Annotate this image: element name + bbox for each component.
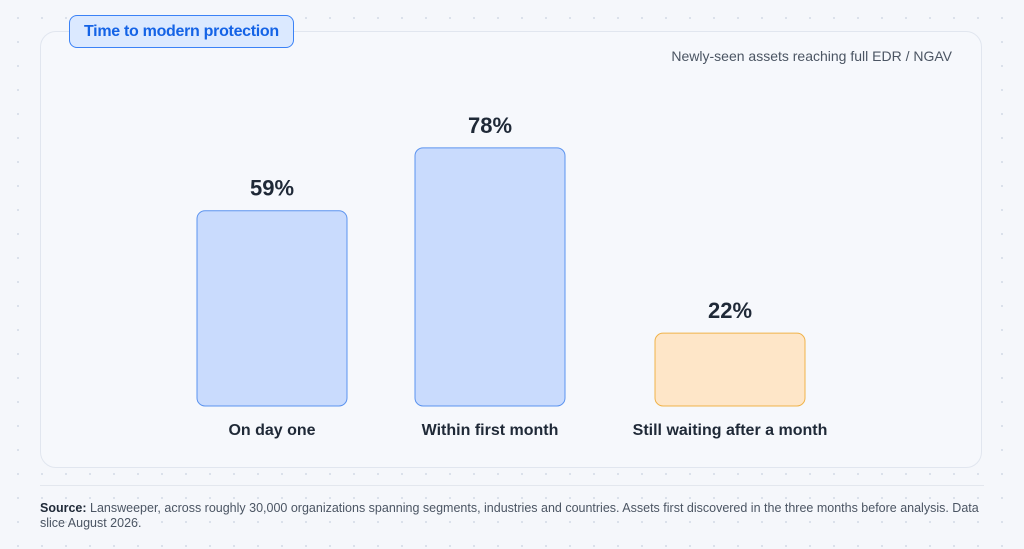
source-note: Source: Lansweeper, across roughly 30,00… (40, 501, 980, 531)
value-label-0: 59% (250, 176, 294, 201)
category-label-1: Within first month (422, 422, 559, 439)
source-label: Source: (40, 501, 87, 515)
chart-subtitle: Newly-seen assets reaching full EDR / NG… (671, 48, 952, 64)
chart-title-badge: Time to modern protection (69, 15, 294, 48)
source-text: Lansweeper, across roughly 30,000 organi… (40, 501, 979, 530)
value-label-2: 22% (708, 298, 752, 323)
footer-divider (40, 485, 984, 486)
bar-2 (654, 332, 806, 407)
bar-0 (196, 210, 348, 407)
category-label-0: On day one (228, 422, 315, 439)
value-label-1: 78% (468, 113, 512, 138)
category-label-2: Still waiting after a month (633, 422, 828, 439)
bar-1 (414, 147, 566, 407)
chart-title: Time to modern protection (84, 22, 279, 40)
